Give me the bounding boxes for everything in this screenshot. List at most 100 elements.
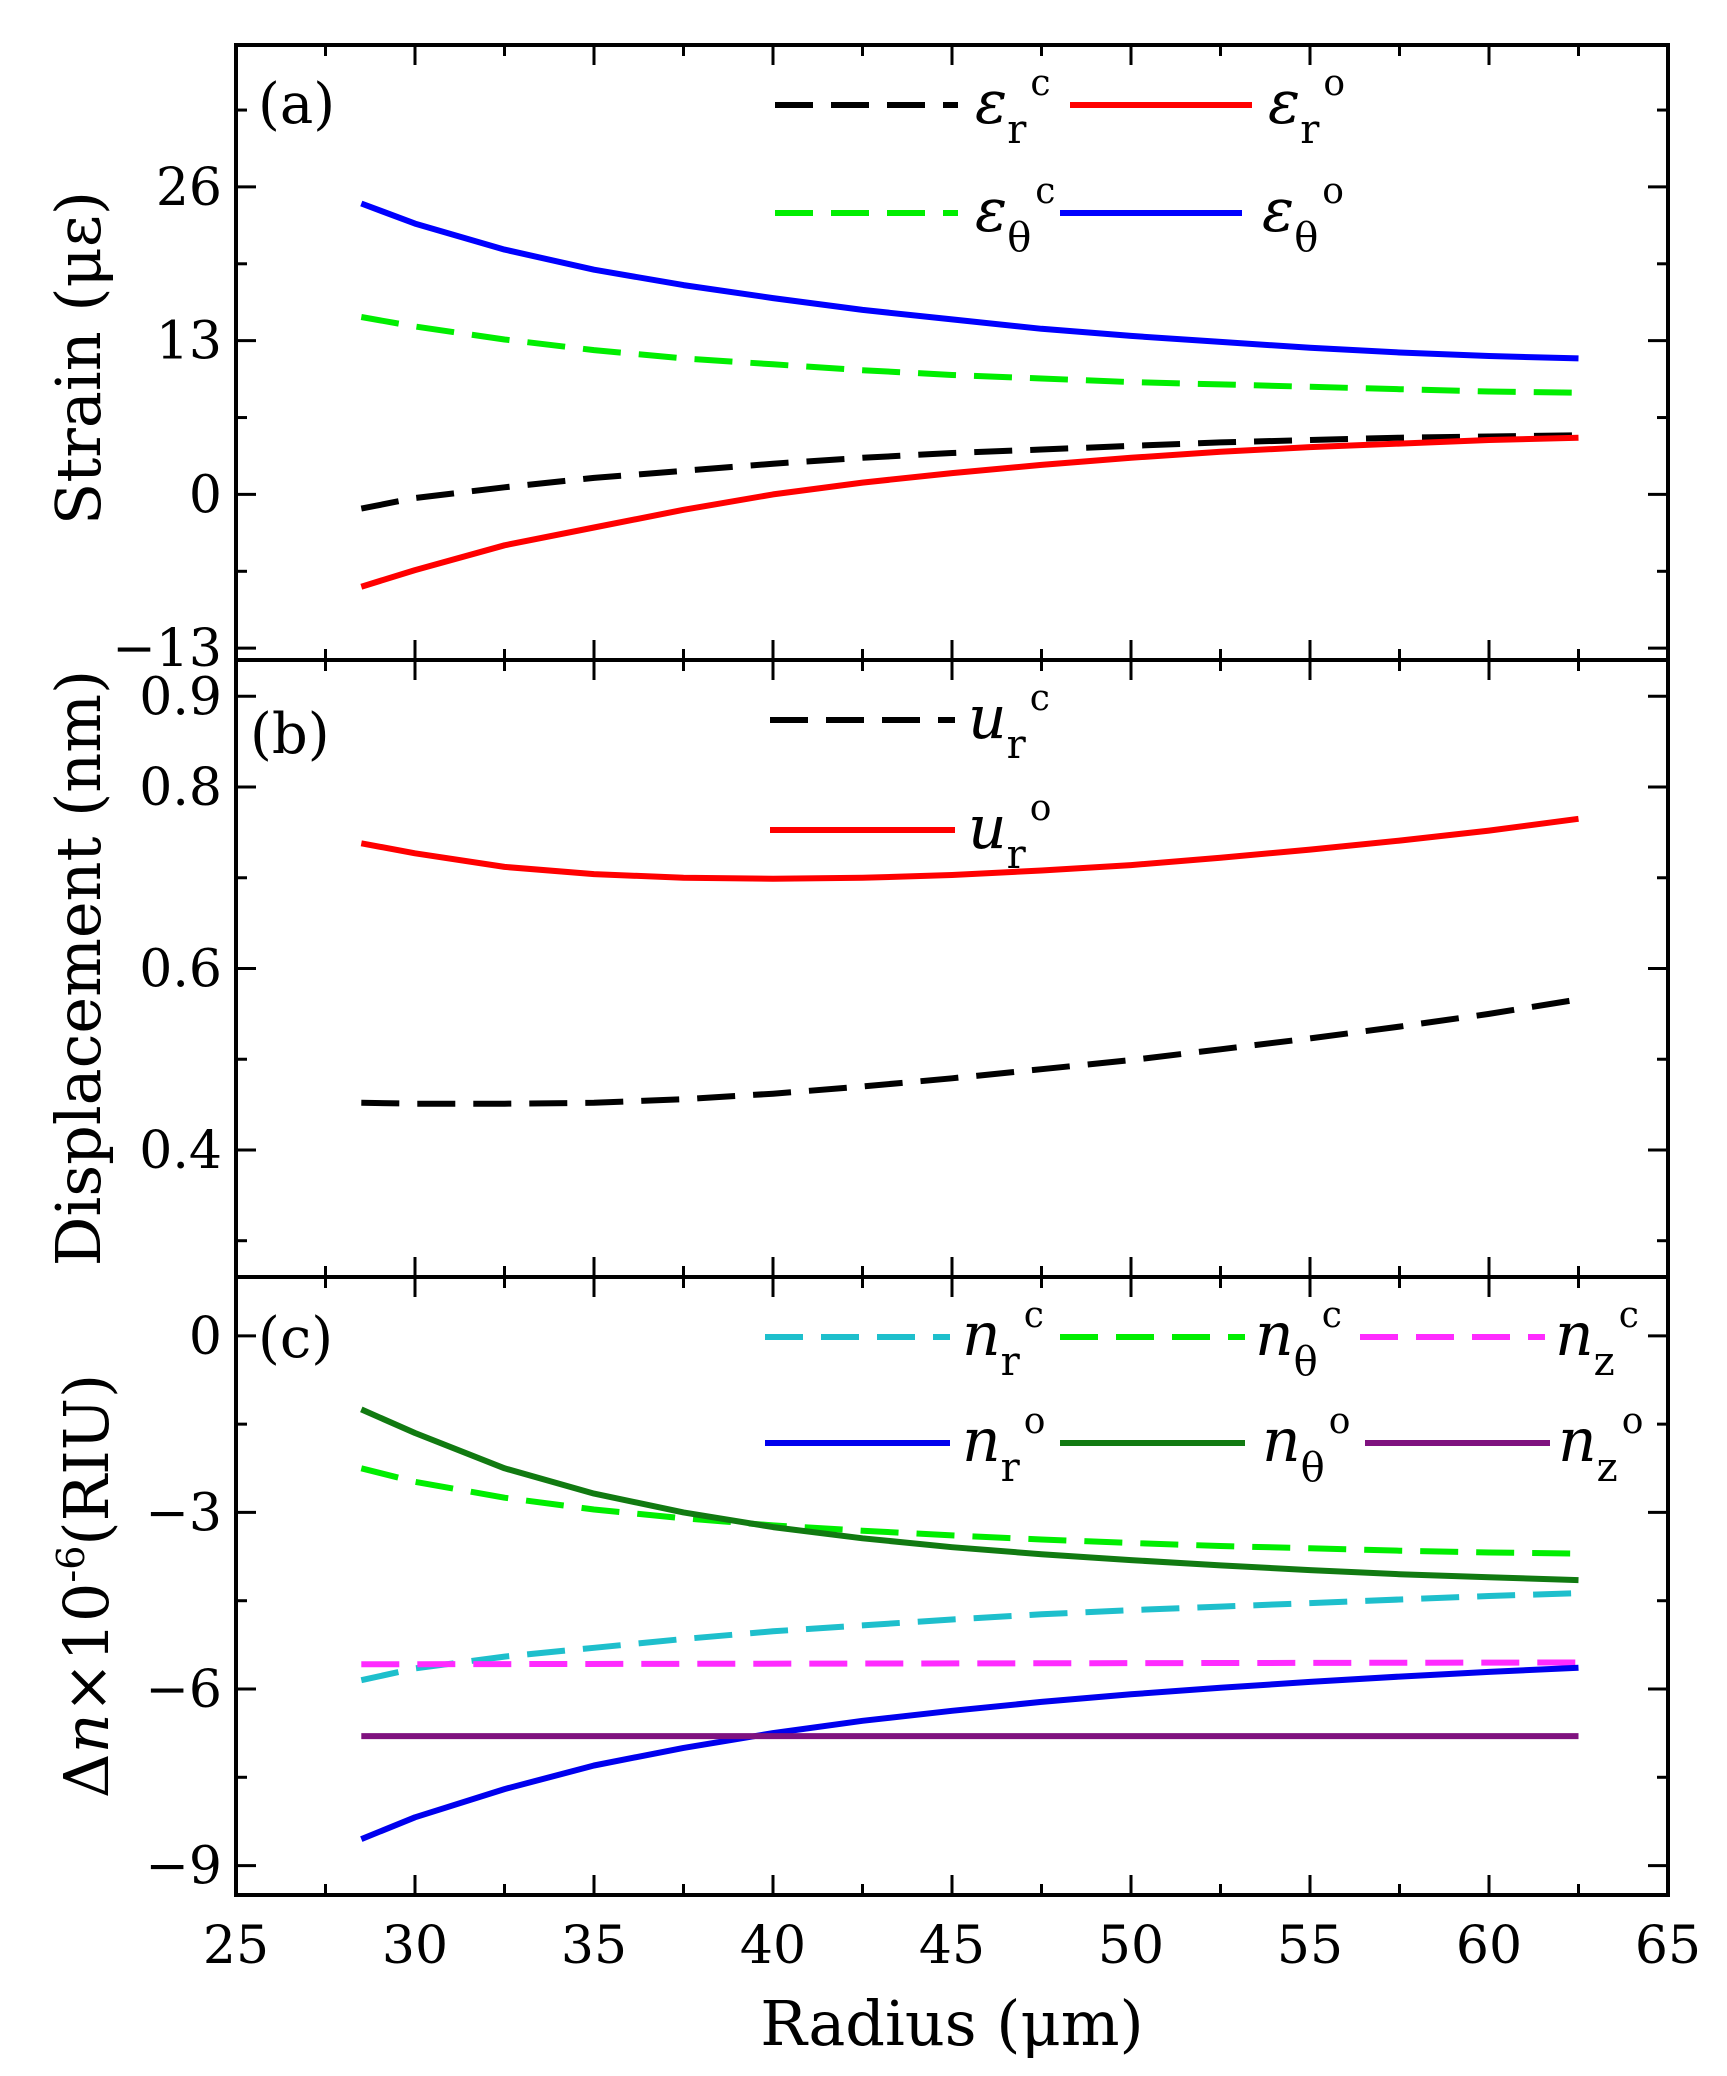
legend-superscript: o <box>1323 63 1345 104</box>
legend-symbol: ε <box>1262 176 1294 246</box>
y-axis-title: Strain (με) <box>42 191 115 525</box>
legend-subscript: r <box>1007 832 1027 878</box>
legend-symbol: n <box>962 1406 1001 1476</box>
series-line-εrc <box>360 432 1579 512</box>
y-axis-title-delta: Δ <box>50 1753 123 1798</box>
series-line-nrc <box>360 1590 1579 1684</box>
y-tick-label: 26 <box>156 158 222 218</box>
legend-symbol: n <box>1555 1300 1594 1370</box>
x-axis: 25 30 35 40 45 50 55 60 65 Radius (μm) <box>203 1916 1701 2060</box>
legend-superscript: c <box>1322 1295 1342 1336</box>
legend-label-εrc: εrc <box>975 63 1051 153</box>
y-tick-label: −3 <box>145 1483 222 1543</box>
legend-superscript: c <box>1035 171 1055 212</box>
y-tick-label: 0.8 <box>139 758 222 818</box>
y-tick-label: −13 <box>112 619 222 679</box>
legend-symbol: u <box>968 683 1007 753</box>
legend-symbol: n <box>1558 1406 1597 1476</box>
legend-subscript: θ <box>1007 215 1031 261</box>
legend-superscript: c <box>1030 678 1050 719</box>
legend-symbol: n <box>1262 1406 1301 1476</box>
panel-label: (b) <box>250 702 330 767</box>
plot-frame <box>234 1275 1670 1897</box>
y-tick-label: −6 <box>145 1660 222 1720</box>
y-tick-label: 0 <box>189 465 222 525</box>
y-tick-label: 13 <box>156 312 222 372</box>
legend-label-urc: urc <box>968 678 1050 768</box>
legend-label-εθc: εθc <box>975 171 1055 261</box>
series-line-nθo <box>360 1406 1579 1584</box>
legend-superscript: o <box>1622 1401 1644 1442</box>
x-tick-label: 65 <box>1635 1916 1701 1976</box>
x-tick-label: 35 <box>561 1916 627 1976</box>
series-line-εro <box>360 434 1579 590</box>
legend-label-nzo: nzo <box>1558 1401 1643 1491</box>
legend-label-nθc: nθc <box>1255 1295 1342 1385</box>
legend-symbol: ε <box>1268 68 1300 138</box>
legend-symbol: ε <box>975 68 1007 138</box>
plot-frame <box>234 658 1670 1279</box>
legend-subscript: θ <box>1301 1445 1325 1491</box>
x-tick-label: 25 <box>203 1916 269 1976</box>
y-tick-label: 0.9 <box>139 667 222 727</box>
y-axis-title: Displacement (nm) <box>42 670 115 1266</box>
legend-symbol: u <box>968 793 1007 863</box>
legend-symbol: n <box>962 1300 1001 1370</box>
legend-subscript: z <box>1597 1445 1618 1491</box>
legend-subscript: θ <box>1294 1339 1318 1385</box>
legend-label-εro: εro <box>1268 63 1345 153</box>
legend-subscript: r <box>1300 107 1320 153</box>
y-tick-label: −9 <box>145 1837 222 1897</box>
y-tick-label: 0 <box>189 1307 222 1367</box>
legend-subscript: r <box>1007 722 1027 768</box>
x-tick-label: 45 <box>919 1916 985 1976</box>
series-line-uro <box>360 815 1579 882</box>
x-tick-label: 60 <box>1456 1916 1522 1976</box>
legend-superscript: c <box>1030 63 1050 104</box>
series-line-nθc <box>360 1465 1579 1557</box>
series-line-εθc <box>360 314 1579 396</box>
series-line-urc <box>361 996 1579 1107</box>
legend-subscript: z <box>1594 1339 1615 1385</box>
legend-subscript: r <box>1007 107 1027 153</box>
legend-label-uro: uro <box>968 788 1051 878</box>
y-axis-title: Δn×10-6(RIU) <box>49 1374 123 1798</box>
legend-label-εθo: εθo <box>1262 171 1344 261</box>
series-line-nzc <box>361 1659 1579 1668</box>
legend-subscript: r <box>1001 1339 1021 1385</box>
legend-superscript: o <box>1030 788 1052 829</box>
legend-label-nrc: nrc <box>962 1295 1044 1385</box>
x-tick-label: 50 <box>1098 1916 1164 1976</box>
legend-subscript: θ <box>1294 215 1318 261</box>
x-tick-label: 30 <box>382 1916 448 1976</box>
y-tick-label: 0.6 <box>139 940 222 1000</box>
legend-label-nθo: nθo <box>1262 1401 1350 1491</box>
legend-superscript: o <box>1322 171 1344 212</box>
y-axis-title-exp: -6 <box>49 1546 93 1583</box>
y-axis-title-times: ×10 <box>50 1583 123 1714</box>
legend-label-nro: nro <box>962 1401 1045 1491</box>
series-line-nro <box>360 1664 1579 1842</box>
y-axis-title-unit: (RIU) <box>50 1374 123 1546</box>
y-axis-title-n: n <box>50 1713 123 1753</box>
legend-symbol: ε <box>975 176 1007 246</box>
panel-label: (a) <box>258 72 335 137</box>
series-line-εθo <box>360 200 1579 362</box>
x-tick-label: 40 <box>740 1916 806 1976</box>
legend-symbol: n <box>1255 1300 1294 1370</box>
legend-superscript: o <box>1024 1401 1046 1442</box>
legend-superscript: c <box>1024 1295 1044 1336</box>
x-tick-label: 55 <box>1277 1916 1343 1976</box>
legend-superscript: o <box>1329 1401 1351 1442</box>
panel-label: (c) <box>258 1306 333 1371</box>
legend-superscript: c <box>1619 1295 1639 1336</box>
y-tick-label: 0.4 <box>139 1121 222 1181</box>
legend-label-nzc: nzc <box>1555 1295 1639 1385</box>
